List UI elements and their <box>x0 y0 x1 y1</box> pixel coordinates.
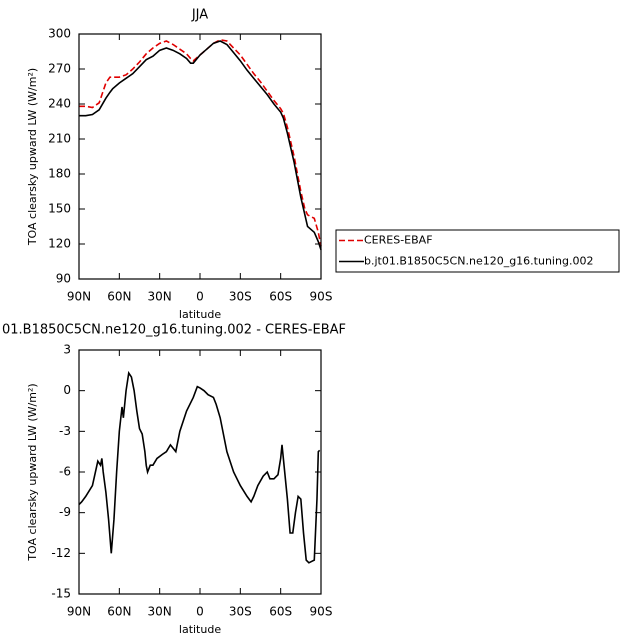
y-tick-label: -9 <box>59 505 71 519</box>
y-tick-label: 240 <box>48 97 71 111</box>
legend-label: b.jt01.B1850C5CN.ne120_g16.tuning.002 <box>364 255 593 268</box>
x-tick-label: 60N <box>107 290 131 304</box>
y-tick-label: 270 <box>48 62 71 76</box>
plot-frame <box>78 349 322 595</box>
y-tick-label: -6 <box>59 465 71 479</box>
chart-title: JJA <box>191 8 208 23</box>
x-tick-label: 0 <box>196 290 204 304</box>
x-axis-label: latitude <box>179 623 221 636</box>
y-tick-label: 120 <box>48 237 71 251</box>
data-line <box>79 40 322 251</box>
y-tick-label: 150 <box>48 202 71 216</box>
x-tick-label: 30S <box>229 290 252 304</box>
x-tick-label: 60N <box>107 605 131 619</box>
x-tick-label: 90N <box>67 605 91 619</box>
y-tick-label: -3 <box>59 424 71 438</box>
x-axis-label: latitude <box>179 308 221 321</box>
x-tick-label: 60S <box>269 290 292 304</box>
x-tick-label: 90S <box>310 290 333 304</box>
x-tick-label: 90N <box>67 290 91 304</box>
chart-title: 01.B1850C5CN.ne120_g16.tuning.002 - CERE… <box>2 323 346 338</box>
y-tick-label: -15 <box>51 587 71 601</box>
data-line <box>78 370 321 564</box>
legend-box <box>335 229 620 273</box>
plot-frame <box>78 33 322 280</box>
y-axis-label: TOA clearsky upward LW (W/m²) <box>26 383 39 561</box>
y-tick-label: -12 <box>51 546 71 560</box>
x-tick-label: 30S <box>229 605 252 619</box>
x-tick-label: 30N <box>148 605 172 619</box>
y-tick-label: 180 <box>48 167 71 181</box>
y-tick-label: 90 <box>56 272 71 286</box>
x-tick-label: 90S <box>310 605 333 619</box>
y-tick-label: 300 <box>48 27 71 41</box>
y-axis-label: TOA clearsky upward LW (W/m²) <box>26 68 39 246</box>
x-tick-label: 0 <box>196 605 204 619</box>
data-line <box>79 38 322 247</box>
y-tick-label: 3 <box>63 343 71 357</box>
y-tick-label: 0 <box>63 383 71 397</box>
x-tick-label: 60S <box>269 605 292 619</box>
x-tick-label: 30N <box>148 290 172 304</box>
legend-label: CERES-EBAF <box>364 234 433 247</box>
y-tick-label: 210 <box>48 132 71 146</box>
